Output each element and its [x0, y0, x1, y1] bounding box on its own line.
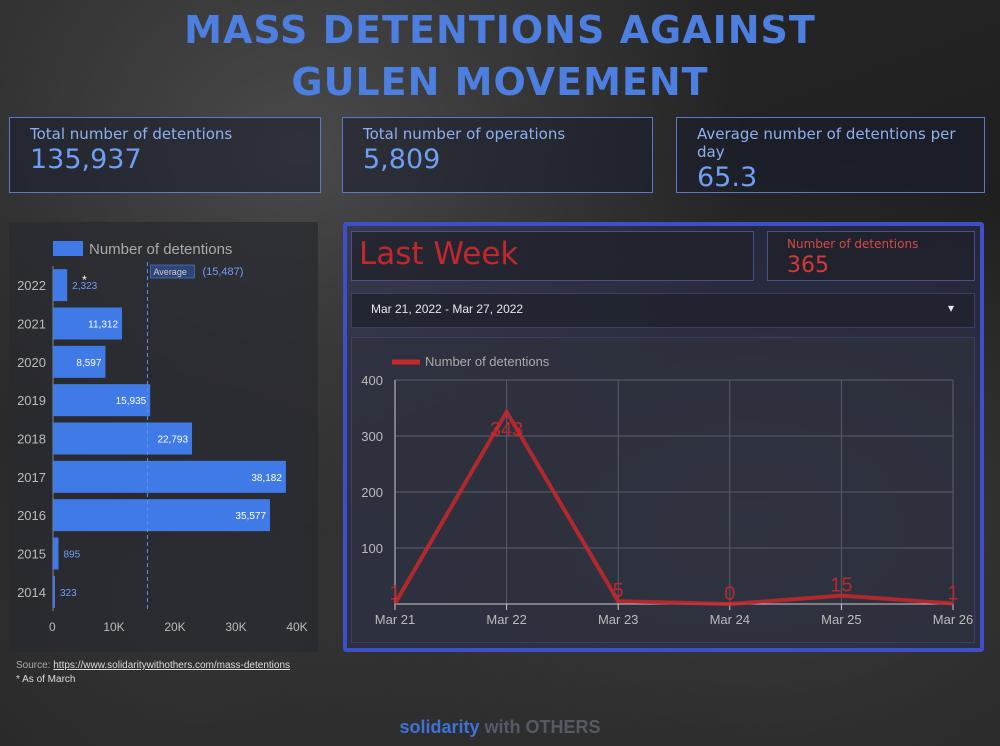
- x-tick-label: 10K: [103, 620, 124, 634]
- star-marker: *: [82, 273, 87, 287]
- yearly-bar-chart: Number of detentions 0 10K 20K 30K 40K 2022 2,3…: [17, 241, 308, 634]
- x-tick-label: 20K: [164, 620, 185, 634]
- bar: [53, 345, 106, 378]
- bar-value-label: 35,577: [235, 511, 266, 522]
- y-tick-label: 2016: [17, 508, 46, 523]
- source-link[interactable]: https://www.solidaritywithothers.com/mas…: [53, 660, 291, 671]
- brand-part-2: with OTHERS: [484, 717, 601, 737]
- legend-label: Number of detentions: [89, 241, 232, 258]
- bar: [53, 575, 55, 608]
- title-line-2: GULEN MOVEMENT: [291, 60, 709, 104]
- data-label: 1: [389, 582, 400, 604]
- weekly-line-chart: Number of detentions 100 200 300 400 Mar 21 Ma…: [361, 354, 973, 627]
- kpi-total-detentions: Total number of detentions 135,937: [9, 117, 321, 193]
- average-label-bg: [150, 264, 195, 279]
- x-tick-label: Mar 22: [486, 612, 526, 627]
- bar-value-label: 895: [63, 550, 80, 561]
- x-tick-label: 0: [49, 620, 56, 634]
- data-label: 15: [830, 575, 852, 597]
- y-tick-label: 100: [361, 541, 383, 556]
- y-tick-label: 2019: [17, 393, 46, 408]
- bar: [53, 269, 68, 302]
- last-week-title-box: [351, 231, 754, 281]
- legend-label: Number of detentions: [425, 354, 550, 369]
- kpi-value: 5,809: [363, 144, 441, 175]
- y-tick-label: 400: [361, 373, 383, 388]
- date-range-text[interactable]: Mar 21, 2022 - Mar 27, 2022: [371, 302, 524, 316]
- y-tick-label: 2022: [17, 278, 46, 293]
- legend-swatch: [53, 241, 83, 256]
- summary-label: Number of detentions: [787, 237, 919, 251]
- title-line-1: MASS DETENTIONS AGAINST: [184, 8, 816, 52]
- line-chart-title: Last Week: [359, 236, 519, 272]
- summary-value: 365: [787, 253, 829, 278]
- kpi-label: Total number of operations: [363, 125, 566, 143]
- y-tick-label: 2021: [17, 317, 46, 332]
- bar: [53, 307, 123, 340]
- bar-value-label: 11,312: [88, 320, 118, 331]
- brand-part-1: solidarity: [399, 717, 480, 737]
- bar: [53, 460, 286, 493]
- x-tick-label: 30K: [225, 620, 246, 634]
- kpi-label: Average number of detentions per day: [697, 125, 956, 161]
- bar-value-label: 38,182: [251, 473, 282, 484]
- y-tick-label: 2014: [17, 585, 46, 600]
- bar-value-label: 8,597: [76, 358, 101, 369]
- data-label: 5: [613, 580, 624, 602]
- source-label: Source:: [16, 660, 51, 671]
- bar-value-label: 15,935: [116, 396, 147, 407]
- data-label: 0: [724, 583, 735, 605]
- kpi-average-per-day: Average number of detentions per day 65.…: [676, 117, 985, 193]
- average-value-label: (15,487): [202, 266, 243, 278]
- x-tick-label: Mar 24: [710, 612, 750, 627]
- y-tick-label: 2020: [17, 355, 46, 370]
- bar: [53, 422, 193, 455]
- kpi-total-operations: Total number of operations 5,809: [342, 117, 653, 193]
- brand-logo: solidarity with OTHERS: [0, 717, 1000, 738]
- x-tick-label: Mar 21: [375, 612, 415, 627]
- source-note: Source: https://www.solidaritywithothers…: [16, 660, 290, 671]
- x-tick-label: Mar 26: [933, 612, 973, 627]
- y-tick-label: 2018: [17, 432, 46, 447]
- average-label: Average: [153, 267, 186, 277]
- line-chart-box: [351, 337, 975, 643]
- bar-value-label: 22,793: [157, 435, 188, 446]
- chevron-down-icon[interactable]: ▾: [948, 301, 955, 315]
- date-range-picker[interactable]: [351, 293, 975, 328]
- y-tick-label: 2015: [17, 547, 46, 562]
- data-label: 343: [490, 419, 523, 441]
- x-tick-label: Mar 23: [598, 612, 638, 627]
- data-label: 1: [947, 582, 958, 604]
- bar: [53, 384, 151, 417]
- summary-scorecard: [767, 231, 975, 281]
- kpi-label: Total number of detentions: [30, 125, 233, 143]
- bar-value-label: 323: [60, 588, 77, 599]
- x-tick-label: Mar 25: [821, 612, 861, 627]
- y-tick-label: 2017: [17, 470, 46, 485]
- y-tick-label: 200: [361, 485, 383, 500]
- x-tick-label: 40K: [286, 620, 307, 634]
- series-line: [393, 407, 954, 607]
- page-title: MASS DETENTIONS AGAINST GULEN MOVEMENT: [0, 4, 1000, 108]
- bar: [53, 537, 59, 570]
- bar: [53, 499, 271, 532]
- bar-value-label: 2,323: [72, 281, 97, 292]
- kpi-value: 65.3: [697, 162, 758, 193]
- footnote: * As of March: [16, 674, 76, 685]
- kpi-value: 135,937: [30, 144, 142, 175]
- y-tick-label: 300: [361, 429, 383, 444]
